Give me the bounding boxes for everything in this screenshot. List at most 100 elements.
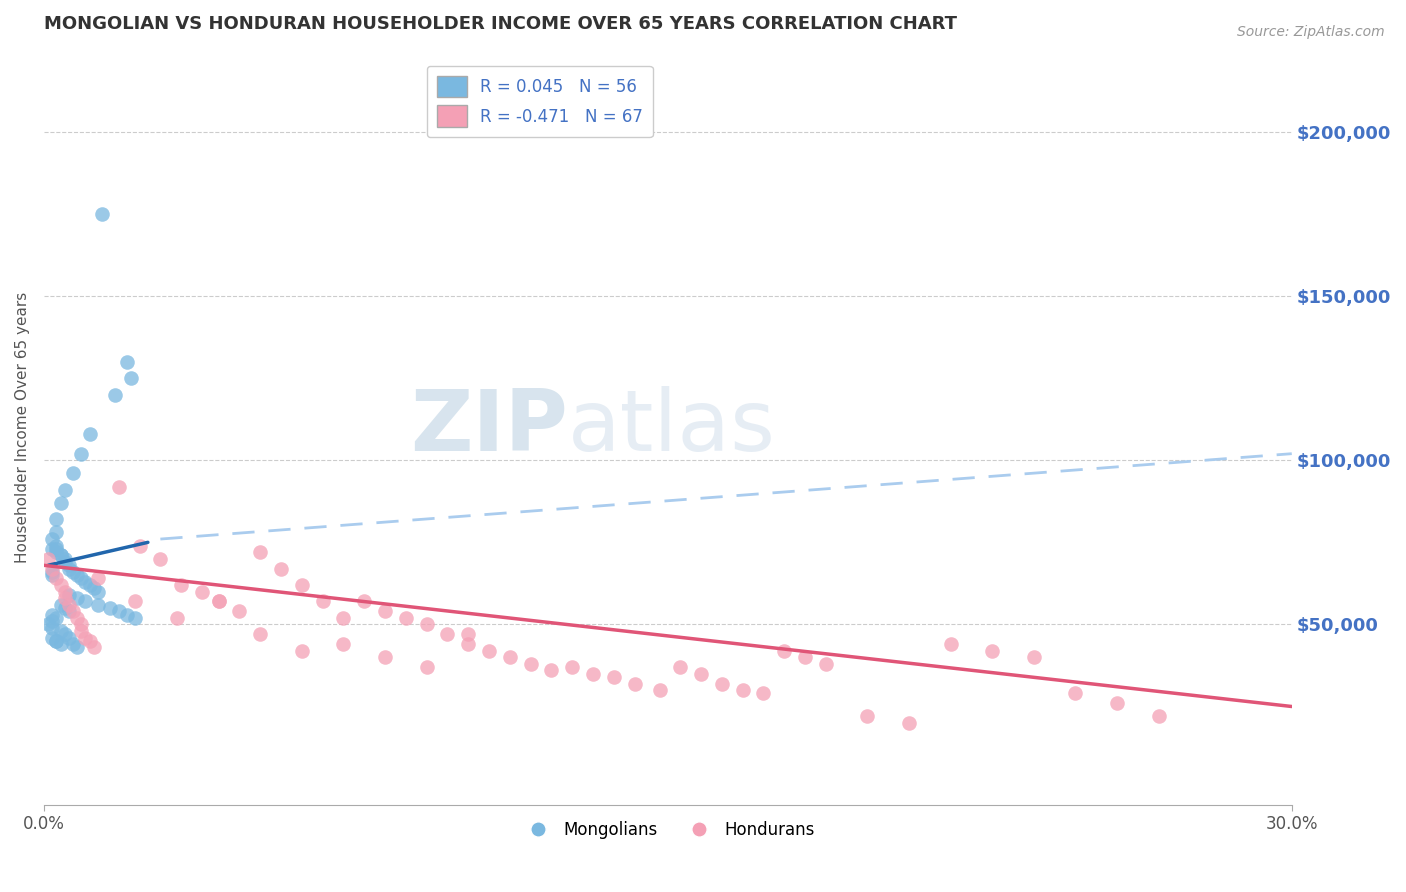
Point bbox=[1022, 650, 1045, 665]
Point bbox=[519, 657, 541, 671]
Point bbox=[49, 637, 72, 651]
Point bbox=[457, 627, 479, 641]
Point bbox=[856, 709, 879, 723]
Point bbox=[70, 447, 93, 461]
Point bbox=[87, 584, 110, 599]
Point bbox=[41, 631, 63, 645]
Point bbox=[415, 617, 437, 632]
Point bbox=[66, 611, 89, 625]
Text: MONGOLIAN VS HONDURAN HOUSEHOLDER INCOME OVER 65 YEARS CORRELATION CHART: MONGOLIAN VS HONDURAN HOUSEHOLDER INCOME… bbox=[44, 15, 957, 33]
Point bbox=[710, 676, 733, 690]
Point bbox=[49, 598, 72, 612]
Point bbox=[120, 371, 142, 385]
Point bbox=[58, 631, 80, 645]
Point bbox=[478, 643, 501, 657]
Point bbox=[1064, 686, 1087, 700]
Point bbox=[270, 561, 292, 575]
Point bbox=[53, 555, 76, 569]
Point bbox=[104, 387, 127, 401]
Legend: Mongolians, Hondurans: Mongolians, Hondurans bbox=[515, 814, 821, 846]
Point bbox=[45, 525, 67, 540]
Point bbox=[752, 686, 775, 700]
Point bbox=[228, 604, 250, 618]
Point bbox=[58, 558, 80, 573]
Point bbox=[79, 578, 101, 592]
Point bbox=[45, 545, 67, 559]
Point bbox=[128, 539, 150, 553]
Point bbox=[690, 666, 713, 681]
Point bbox=[332, 611, 354, 625]
Point bbox=[41, 561, 63, 575]
Point bbox=[53, 551, 76, 566]
Point bbox=[87, 571, 110, 585]
Text: ZIP: ZIP bbox=[411, 386, 568, 469]
Point bbox=[66, 568, 89, 582]
Point bbox=[79, 633, 101, 648]
Point bbox=[45, 539, 67, 553]
Point bbox=[83, 640, 105, 655]
Point bbox=[66, 591, 89, 606]
Point bbox=[37, 551, 59, 566]
Point bbox=[648, 683, 671, 698]
Point bbox=[70, 617, 93, 632]
Point bbox=[291, 643, 314, 657]
Point bbox=[91, 207, 114, 221]
Point bbox=[623, 676, 645, 690]
Point bbox=[939, 637, 962, 651]
Point bbox=[58, 561, 80, 575]
Point bbox=[53, 483, 76, 497]
Point bbox=[62, 637, 84, 651]
Point bbox=[540, 664, 562, 678]
Point bbox=[561, 660, 583, 674]
Point bbox=[415, 660, 437, 674]
Point bbox=[794, 650, 817, 665]
Point bbox=[79, 427, 101, 442]
Point bbox=[374, 604, 396, 618]
Point bbox=[83, 582, 105, 596]
Point bbox=[981, 643, 1004, 657]
Point bbox=[62, 467, 84, 481]
Point bbox=[41, 565, 63, 579]
Point bbox=[41, 607, 63, 622]
Point bbox=[773, 643, 796, 657]
Point bbox=[58, 598, 80, 612]
Point bbox=[1147, 709, 1170, 723]
Point bbox=[207, 594, 229, 608]
Point bbox=[311, 594, 333, 608]
Point bbox=[814, 657, 837, 671]
Point bbox=[49, 549, 72, 563]
Point bbox=[149, 551, 172, 566]
Point bbox=[374, 650, 396, 665]
Point bbox=[170, 578, 193, 592]
Point bbox=[53, 584, 76, 599]
Point bbox=[41, 541, 63, 556]
Point bbox=[124, 594, 146, 608]
Point bbox=[62, 565, 84, 579]
Point bbox=[41, 568, 63, 582]
Point bbox=[45, 633, 67, 648]
Point bbox=[41, 614, 63, 628]
Point bbox=[49, 549, 72, 563]
Point bbox=[115, 355, 138, 369]
Point bbox=[45, 633, 67, 648]
Text: Source: ZipAtlas.com: Source: ZipAtlas.com bbox=[1237, 25, 1385, 39]
Point bbox=[191, 584, 214, 599]
Point bbox=[1105, 696, 1128, 710]
Point bbox=[603, 670, 626, 684]
Point bbox=[49, 496, 72, 510]
Point bbox=[41, 621, 63, 635]
Point bbox=[115, 607, 138, 622]
Point bbox=[45, 541, 67, 556]
Point bbox=[75, 631, 97, 645]
Point bbox=[58, 604, 80, 618]
Point bbox=[582, 666, 605, 681]
Point bbox=[731, 683, 754, 698]
Point bbox=[75, 574, 97, 589]
Point bbox=[49, 624, 72, 638]
Point bbox=[53, 627, 76, 641]
Point bbox=[66, 640, 89, 655]
Point bbox=[332, 637, 354, 651]
Point bbox=[75, 594, 97, 608]
Point bbox=[53, 601, 76, 615]
Point bbox=[124, 611, 146, 625]
